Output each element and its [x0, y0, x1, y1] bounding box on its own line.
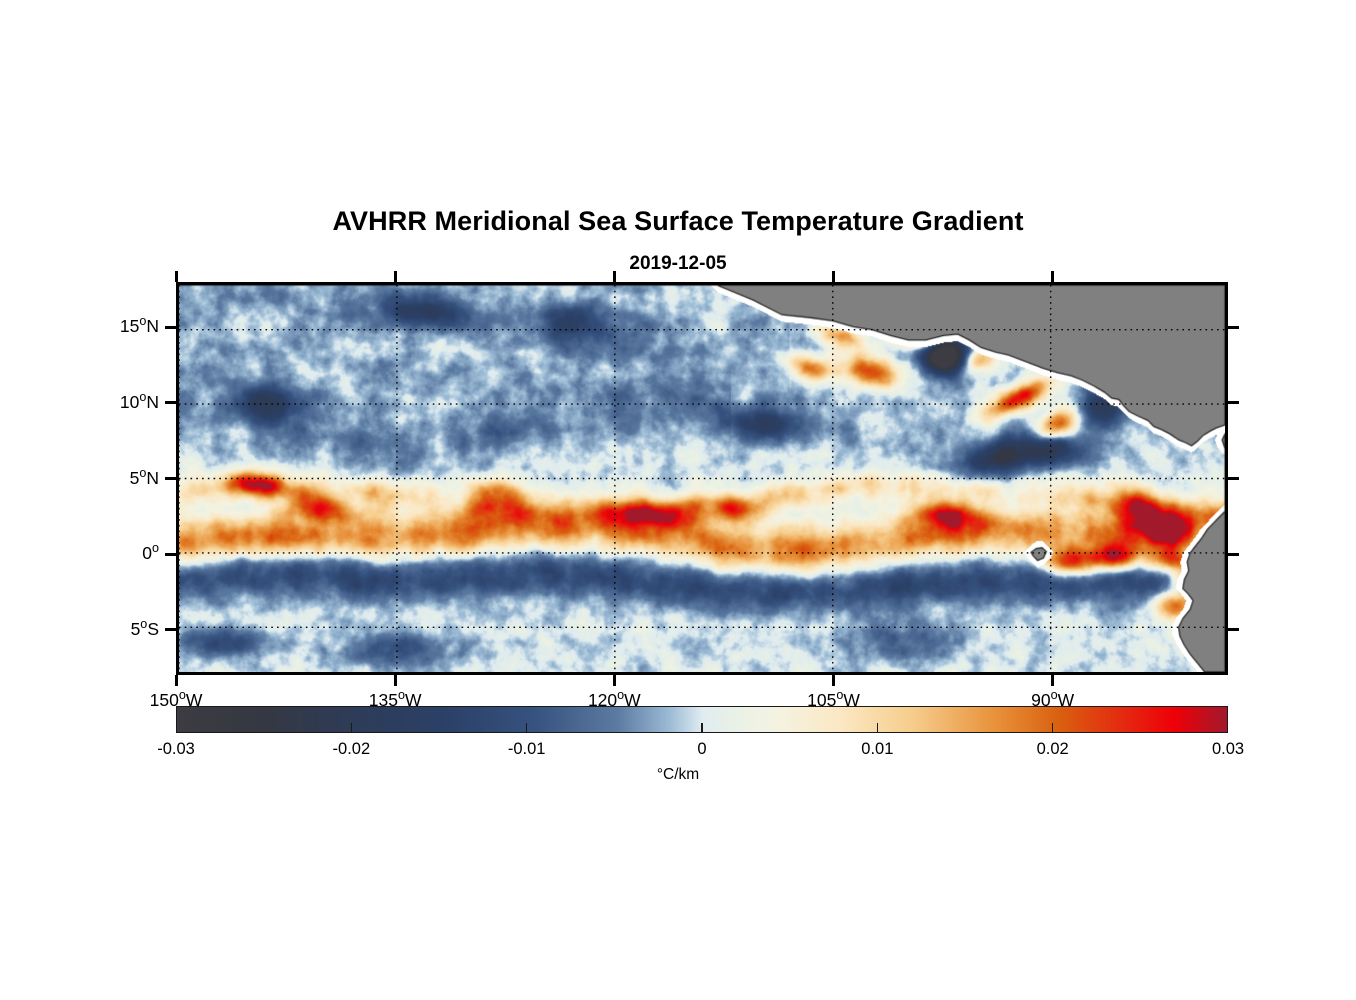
colorbar-tick-label: 0.03 — [1211, 740, 1245, 758]
x-axis-label: 105oW — [807, 688, 860, 710]
x-axis-tick-bottom — [1051, 675, 1055, 686]
x-axis-tick-bottom — [832, 675, 835, 686]
colorbar-tick — [525, 723, 528, 733]
x-axis-tick-top — [1051, 271, 1055, 282]
colorbar-tick-label: -0.01 — [507, 740, 546, 758]
y-axis-label: 0o — [142, 541, 159, 564]
y-axis-tick-right — [1228, 325, 1239, 329]
y-axis-label: 15oN — [119, 314, 159, 337]
colorbar-tick — [350, 723, 353, 733]
y-axis-tick-left — [165, 325, 176, 329]
y-axis-tick-right — [1228, 477, 1239, 480]
x-axis-tick-top — [612, 271, 616, 282]
x-axis-tick-bottom — [612, 675, 616, 686]
colorbar-tick-label: -0.02 — [332, 740, 371, 758]
y-axis-tick-left — [165, 628, 176, 632]
x-axis-label: 120oW — [587, 688, 641, 710]
y-axis-tick-left — [165, 477, 176, 480]
x-axis-tick-top — [832, 271, 835, 282]
x-axis-label: 135oW — [368, 688, 422, 710]
sst-gradient-heatmap — [179, 285, 1225, 672]
colorbar-unit-label: °C/km — [656, 766, 700, 783]
colorbar-tick-label: -0.03 — [157, 740, 195, 758]
y-axis-tick-right — [1228, 628, 1239, 632]
colorbar-tick-label: 0.02 — [1036, 740, 1069, 758]
y-axis-label: 5oS — [130, 616, 159, 639]
y-axis-tick-left — [165, 552, 176, 556]
figure-subtitle-date: 2019-12-05 — [629, 253, 727, 274]
colorbar-tick — [701, 723, 703, 733]
x-axis-tick-bottom — [174, 675, 178, 686]
colorbar-tick — [1051, 723, 1054, 733]
x-axis-label: 150oW — [149, 688, 203, 710]
colorbar-tick-label: 0 — [697, 740, 707, 758]
y-axis-tick-right — [1228, 552, 1239, 556]
y-axis-label: 5oN — [129, 465, 159, 488]
x-axis-tick-top — [174, 271, 178, 282]
colorbar-tick — [876, 723, 879, 733]
x-axis-tick-top — [393, 271, 397, 282]
x-axis-tick-bottom — [393, 675, 397, 686]
map-axes[interactable] — [176, 282, 1228, 675]
y-axis-tick-left — [165, 401, 176, 405]
y-axis-tick-right — [1228, 401, 1239, 405]
y-axis-label: 10oN — [119, 390, 159, 412]
x-axis-label: 90oW — [1031, 688, 1075, 710]
colorbar-tick-label: 0.01 — [861, 740, 894, 758]
page-title: AVHRR Meridional Sea Surface Temperature… — [332, 206, 1024, 236]
